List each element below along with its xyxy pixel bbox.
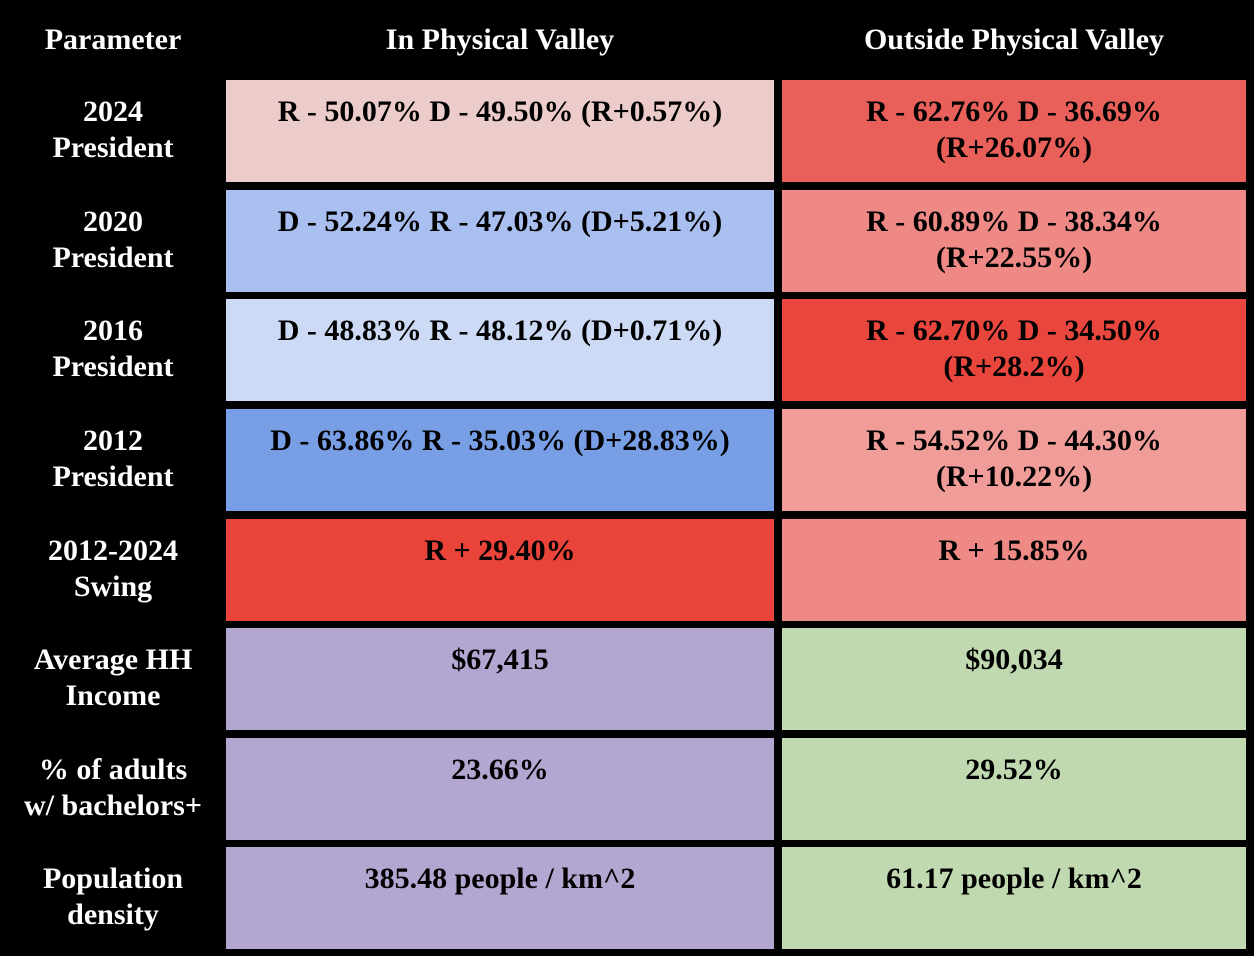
outside-valley-cell: R + 15.85% [782, 519, 1246, 621]
in-valley-value: R + 29.40% [424, 534, 576, 567]
outside-valley-value: R - 62.70% D - 34.50% [866, 314, 1162, 347]
in-valley-value: D - 63.86% R - 35.03% (D+28.83%) [270, 424, 730, 457]
row-label-line: President [52, 131, 174, 164]
outside-valley-cell: R - 54.52% D - 44.30% (R+10.22%) [782, 409, 1246, 511]
row-label-line: 2012-2024 [48, 534, 178, 567]
outside-valley-value: 61.17 people / km^2 [886, 862, 1142, 895]
in-valley-value: 385.48 people / km^2 [364, 862, 636, 895]
in-valley-cell: R + 29.40% [226, 519, 774, 621]
in-valley-value: R - 50.07% D - 49.50% (R+0.57%) [277, 95, 723, 128]
row-label-line: 2012 [83, 424, 143, 457]
in-valley-cell: 23.66% [226, 738, 774, 840]
row-label: 2012-2024 Swing [0, 519, 226, 621]
in-valley-cell: D - 63.86% R - 35.03% (D+28.83%) [226, 409, 774, 511]
outside-valley-cell: R - 60.89% D - 38.34% (R+22.55%) [782, 190, 1246, 292]
table-row: Average HH Income $67,415 $90,034 [0, 628, 1254, 730]
outside-valley-value: $90,034 [965, 643, 1063, 676]
row-label-line: w/ bachelors+ [24, 789, 202, 822]
outside-valley-cell: R - 62.70% D - 34.50% (R+28.2%) [782, 299, 1246, 401]
outside-valley-value: 29.52% [965, 753, 1063, 786]
row-label: 2024 President [0, 80, 226, 182]
table-row: 2016 President D - 48.83% R - 48.12% (D+0.… [0, 299, 1254, 401]
outside-valley-value: R - 60.89% D - 38.34% [866, 205, 1162, 238]
in-valley-cell: $67,415 [226, 628, 774, 730]
row-label: Average HH Income [0, 628, 226, 730]
in-valley-value: $67,415 [451, 643, 549, 676]
table-row: 2012-2024 Swing R + 29.40% R + 15.85% [0, 519, 1254, 621]
outside-valley-value: R + 15.85% [938, 534, 1090, 567]
row-label: 2016 President [0, 299, 226, 401]
row-label: 2020 President [0, 190, 226, 292]
row-label-line: President [52, 460, 174, 493]
outside-valley-value: R - 62.76% D - 36.69% [866, 95, 1162, 128]
row-label: 2012 President [0, 409, 226, 511]
in-valley-value: 23.66% [451, 753, 549, 786]
in-valley-cell: D - 48.83% R - 48.12% (D+0.71%) [226, 299, 774, 401]
table-row: Population density 385.48 people / km^2 61.… [0, 847, 1254, 949]
outside-valley-cell: R - 62.76% D - 36.69% (R+26.07%) [782, 80, 1246, 182]
outside-valley-value: R - 54.52% D - 44.30% [866, 424, 1162, 457]
row-label-line: Income [65, 679, 161, 712]
header-in-valley: In Physical Valley [385, 23, 615, 56]
row-label: % of adults w/ bachelors+ [0, 738, 226, 840]
in-valley-cell: D - 52.24% R - 47.03% (D+5.21%) [226, 190, 774, 292]
outside-valley-cell: $90,034 [782, 628, 1246, 730]
row-label-line: 2024 [83, 95, 143, 128]
table-row: 2012 President D - 63.86% R - 35.03% (D+28… [0, 409, 1254, 511]
row-label-line: President [52, 350, 174, 383]
row-label-line: 2016 [83, 314, 143, 347]
row-label-line: Population [42, 862, 184, 895]
in-valley-value: D - 52.24% R - 47.03% (D+5.21%) [277, 205, 723, 238]
header-row: Parameter In Physical Valley Outside Phy… [0, 0, 1254, 80]
table-row: 2020 President D - 52.24% R - 47.03% (D+5.… [0, 190, 1254, 292]
outside-valley-cell: 61.17 people / km^2 [782, 847, 1246, 949]
in-valley-cell: R - 50.07% D - 49.50% (R+0.57%) [226, 80, 774, 182]
row-label-line: Average HH [33, 643, 193, 676]
outside-valley-cell: 29.52% [782, 738, 1246, 840]
table-row: 2024 President R - 50.07% D - 49.50% (R+0.… [0, 80, 1254, 182]
in-valley-cell: 385.48 people / km^2 [226, 847, 774, 949]
row-label: Population density [0, 847, 226, 949]
row-label-line: density [67, 898, 159, 931]
table-row: % of adults w/ bachelors+ 23.66% 29.52% [0, 738, 1254, 840]
outside-valley-value: (R+10.22%) [935, 460, 1093, 493]
outside-valley-value: (R+22.55%) [935, 241, 1093, 274]
in-valley-value: D - 48.83% R - 48.12% (D+0.71%) [277, 314, 723, 347]
row-label-line: 2020 [83, 205, 143, 238]
outside-valley-value: (R+26.07%) [935, 131, 1093, 164]
row-label-line: % of adults [38, 753, 188, 786]
outside-valley-value: (R+28.2%) [943, 350, 1085, 383]
row-label-line: President [52, 241, 174, 274]
header-outside-valley: Outside Physical Valley [863, 23, 1165, 56]
row-label-line: Swing [73, 570, 153, 603]
header-parameter: Parameter [44, 23, 182, 56]
